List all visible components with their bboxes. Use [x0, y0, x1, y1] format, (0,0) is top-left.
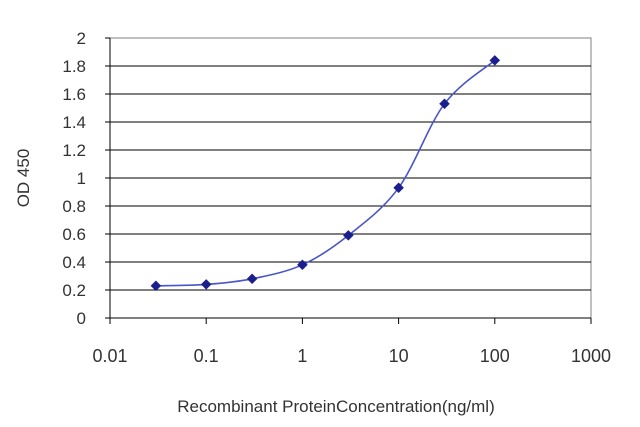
x-tick-label: 1000 — [571, 346, 611, 366]
x-tick-label: 0.01 — [92, 346, 127, 366]
data-point-marker — [489, 55, 501, 66]
x-tick-label: 10 — [389, 346, 409, 366]
y-tick-label: 0.2 — [62, 281, 86, 300]
x-tick-labels: 0.01 0.1 1 10 100 1000 — [92, 346, 611, 366]
data-point-marker — [342, 230, 354, 241]
y-axis-title: OD 450 — [14, 149, 33, 208]
series-layer — [150, 55, 501, 292]
x-tick-label: 100 — [480, 346, 510, 366]
y-tick-label: 1.8 — [62, 57, 86, 76]
y-tick-labels: 0 0.2 0.4 0.6 0.8 1 1.2 1.4 1.6 1.8 2 — [62, 29, 86, 328]
y-tick-label: 1.2 — [62, 141, 86, 160]
x-tick-label: 0.1 — [194, 346, 219, 366]
y-tick-label: 0 — [77, 309, 86, 328]
data-point-marker — [439, 98, 450, 110]
data-point-marker — [200, 279, 212, 290]
y-tick-label: 1.4 — [62, 113, 86, 132]
y-tick-label: 1 — [77, 169, 86, 188]
y-tick-label: 1.6 — [62, 85, 86, 104]
y-tick-label: 0.6 — [62, 225, 86, 244]
y-tick-label: 0.8 — [62, 197, 86, 216]
data-point-marker — [150, 280, 162, 292]
x-axis-title: Recombinant ProteinConcentration(ng/ml) — [177, 397, 495, 416]
y-tick-label: 2 — [77, 29, 86, 48]
gridlines — [110, 65, 591, 291]
x-tick-label: 1 — [297, 346, 307, 366]
y-tick-label: 0.4 — [62, 253, 86, 272]
data-point-marker — [246, 273, 258, 285]
data-point-marker — [393, 182, 404, 194]
axes — [105, 37, 592, 324]
data-point-marker — [297, 259, 308, 271]
